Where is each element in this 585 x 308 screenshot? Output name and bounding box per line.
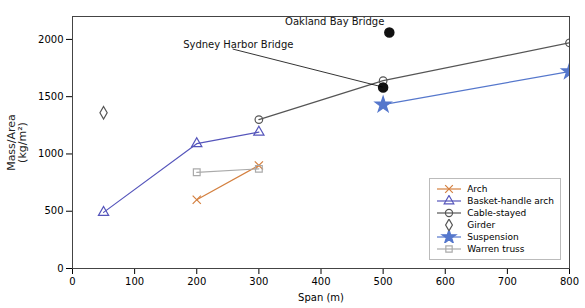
svg-text:500: 500 (374, 276, 393, 287)
html-text:Basket-handle arch: Basket-handle arch (467, 196, 554, 206)
html-text:Warren truss: Warren truss (467, 244, 525, 254)
svg-text:0: 0 (57, 263, 63, 274)
svg-text:Span (m): Span (m) (298, 292, 344, 303)
svg-text:Sydney Harbor Bridge: Sydney Harbor Bridge (183, 39, 293, 50)
html-text:Girder: Girder (467, 220, 496, 230)
svg-text:Mass/Area(kg/m²): Mass/Area(kg/m²) (5, 114, 29, 171)
svg-text:800: 800 (560, 276, 579, 287)
svg-text:1500: 1500 (38, 91, 63, 102)
html-text:Arch: Arch (467, 184, 488, 194)
svg-text:100: 100 (125, 276, 144, 287)
html-text:Suspension: Suspension (467, 232, 519, 242)
svg-text:200: 200 (187, 276, 206, 287)
svg-text:1000: 1000 (38, 148, 63, 159)
svg-text:400: 400 (311, 276, 330, 287)
svg-text:2000: 2000 (38, 34, 63, 45)
svg-text:300: 300 (249, 276, 268, 287)
svg-text:600: 600 (436, 276, 455, 287)
html-text:Cable-stayed: Cable-stayed (467, 208, 527, 218)
svg-text:500: 500 (44, 205, 63, 216)
svg-text:0: 0 (69, 276, 75, 287)
svg-text:Oakland Bay Bridge: Oakland Bay Bridge (285, 16, 384, 27)
svg-text:700: 700 (498, 276, 517, 287)
